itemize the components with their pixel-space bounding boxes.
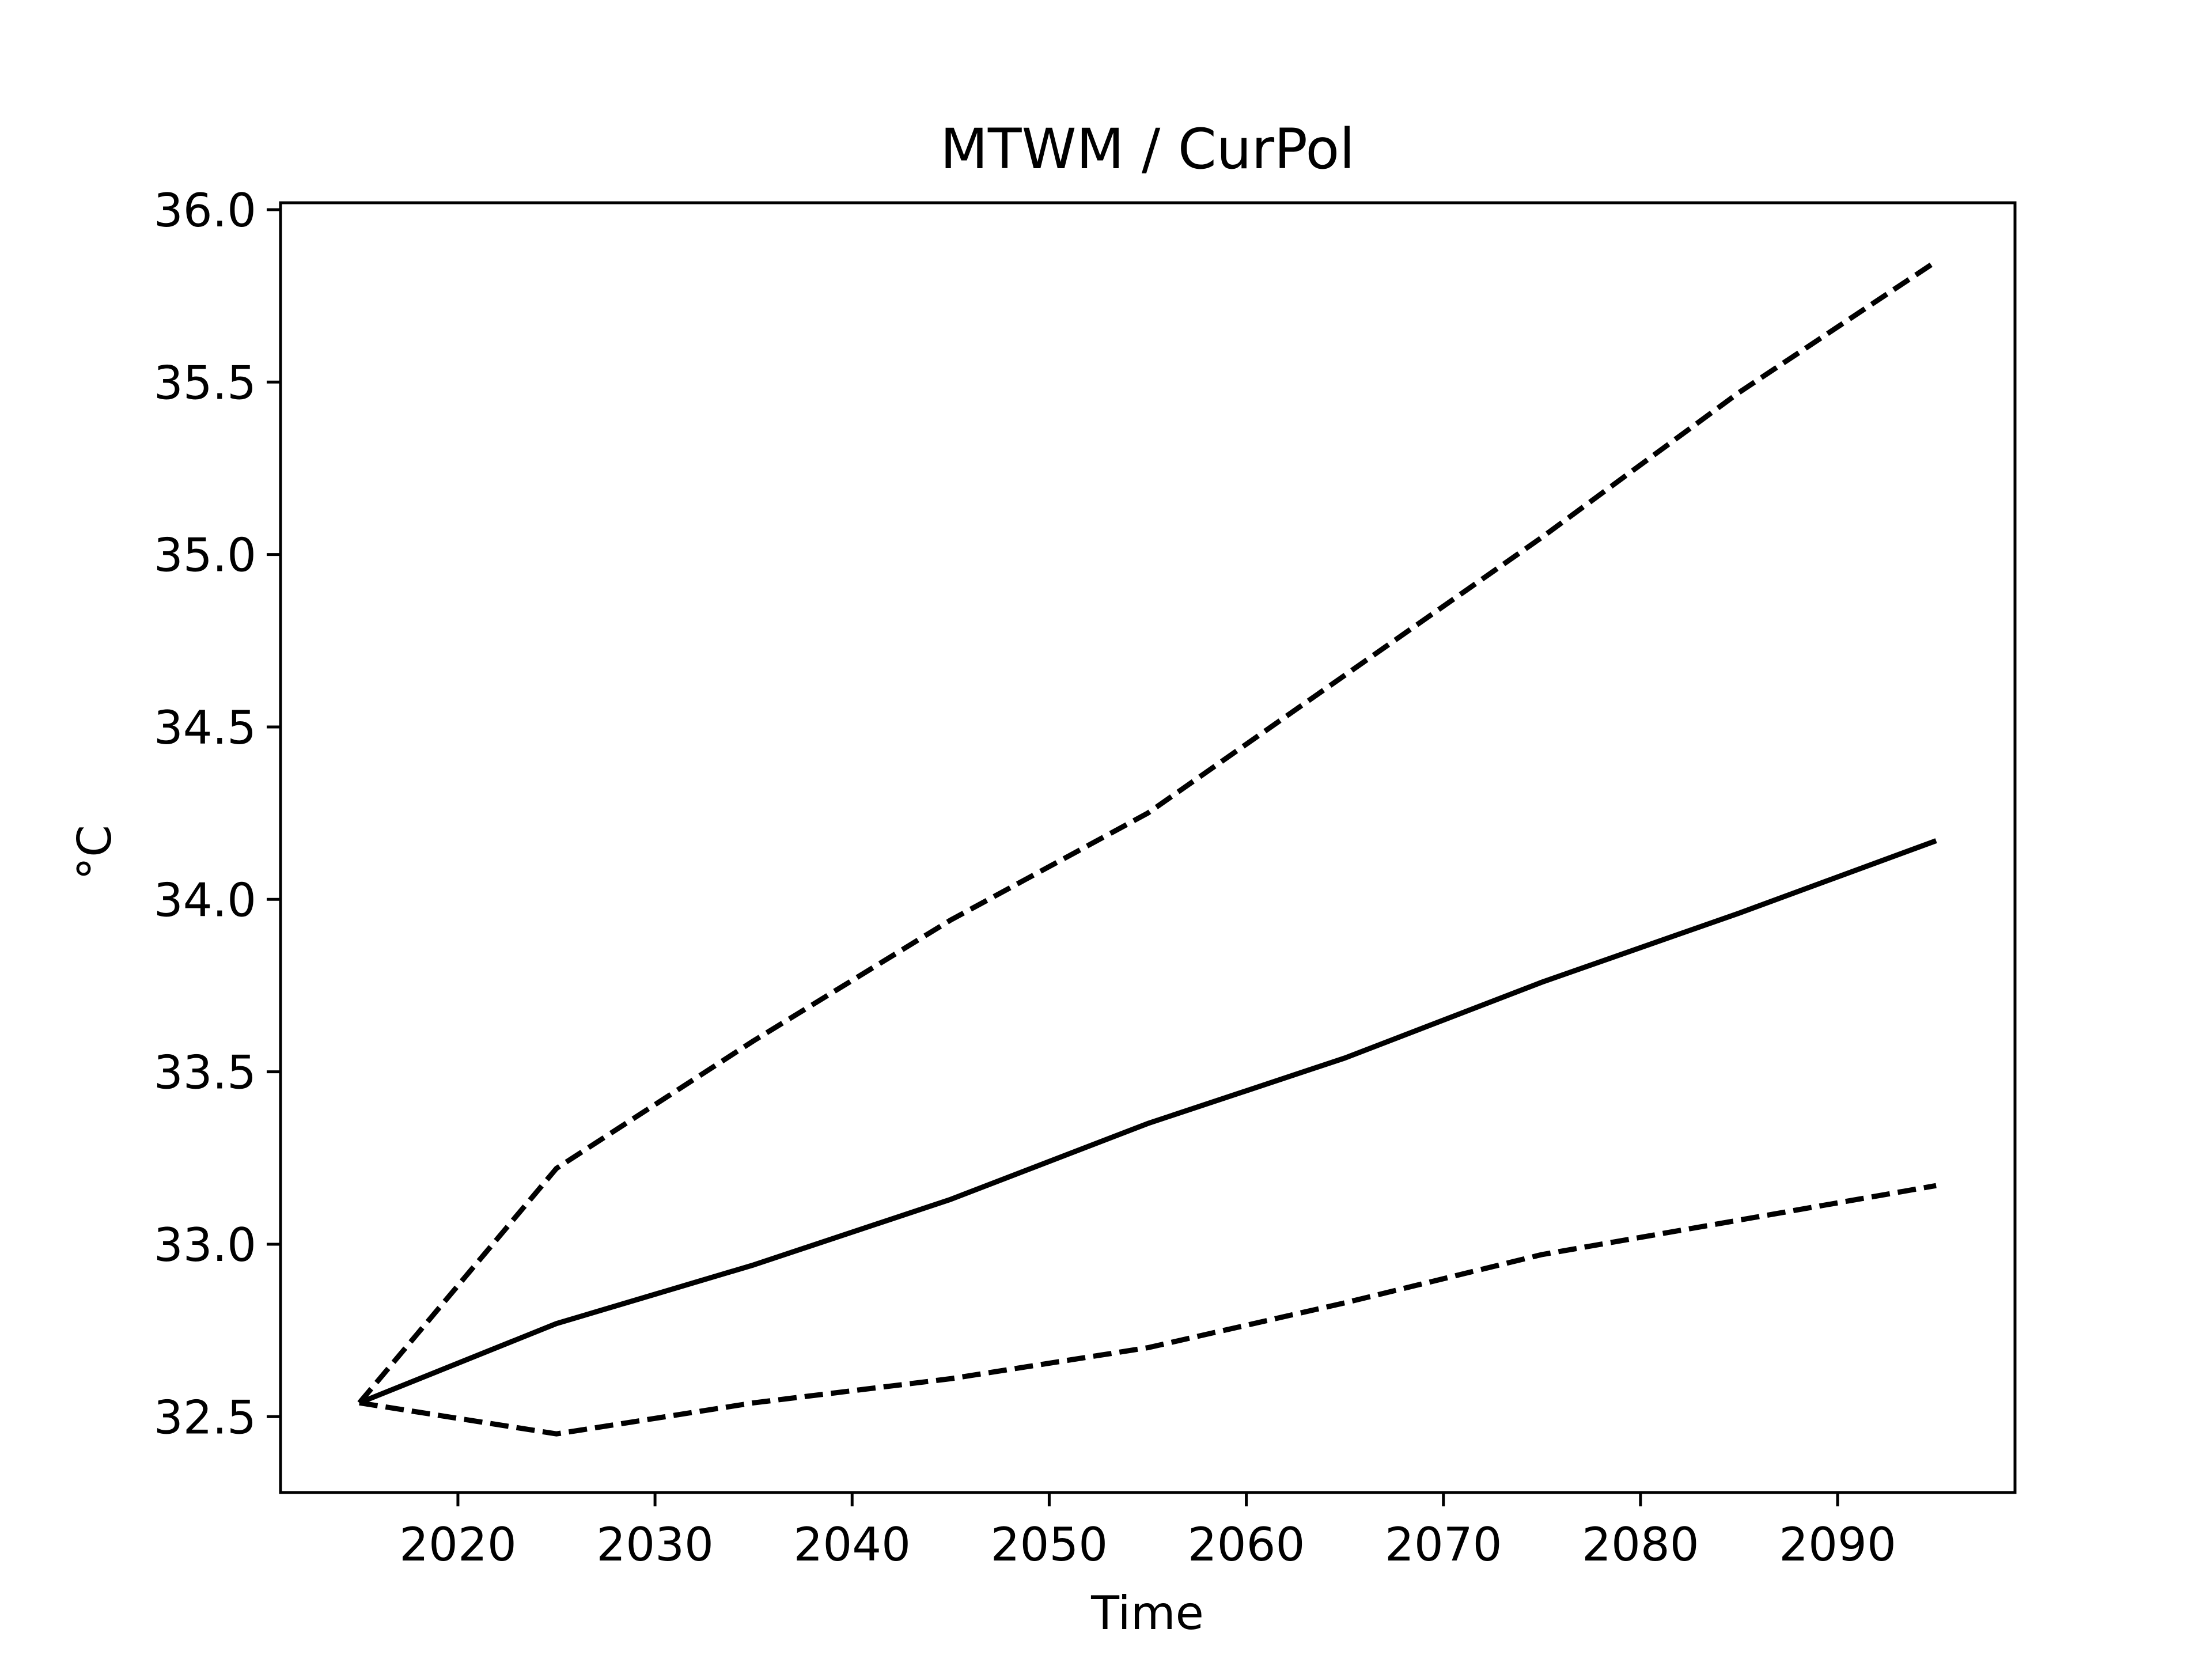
- x-tick-label: 2060: [1188, 1518, 1305, 1571]
- y-tick-label: 35.0: [154, 529, 256, 582]
- y-tick-label: 34.0: [154, 873, 256, 927]
- series-line-2-solid: [358, 838, 1937, 1406]
- x-tick-label: 2080: [1582, 1518, 1699, 1571]
- y-axis: 32.5 33.0 33.5 34.0 34.5 35.0 35.5 36.0: [154, 184, 281, 1444]
- x-tick-label: 2070: [1385, 1518, 1502, 1571]
- y-tick-label: 33.0: [154, 1218, 256, 1272]
- chart-title: MTWM / CurPol: [940, 117, 1355, 181]
- y-tick-label: 32.5: [154, 1391, 256, 1444]
- y-tick-label: 35.5: [154, 356, 256, 410]
- x-axis-label: Time: [1090, 1586, 1204, 1640]
- x-axis: 2020 2030 2040 2050 2060 2070 2080 2090: [399, 1493, 1896, 1571]
- x-tick-label: 2050: [991, 1518, 1108, 1571]
- x-tick-label: 2030: [596, 1518, 714, 1571]
- plot-frame: [279, 201, 2017, 1494]
- x-tick-label: 2040: [793, 1518, 911, 1571]
- y-tick-label: 36.0: [154, 184, 256, 237]
- plot-area: [357, 259, 1938, 1437]
- series-line-3-dashed: [359, 1183, 1937, 1437]
- series-line-1-dashed: [357, 259, 1938, 1405]
- y-axis-label: °C: [68, 825, 122, 880]
- x-tick-label: 2020: [399, 1518, 517, 1571]
- y-tick-label: 33.5: [154, 1046, 256, 1100]
- x-tick-label: 2090: [1779, 1518, 1896, 1571]
- y-tick-label: 34.5: [154, 701, 256, 755]
